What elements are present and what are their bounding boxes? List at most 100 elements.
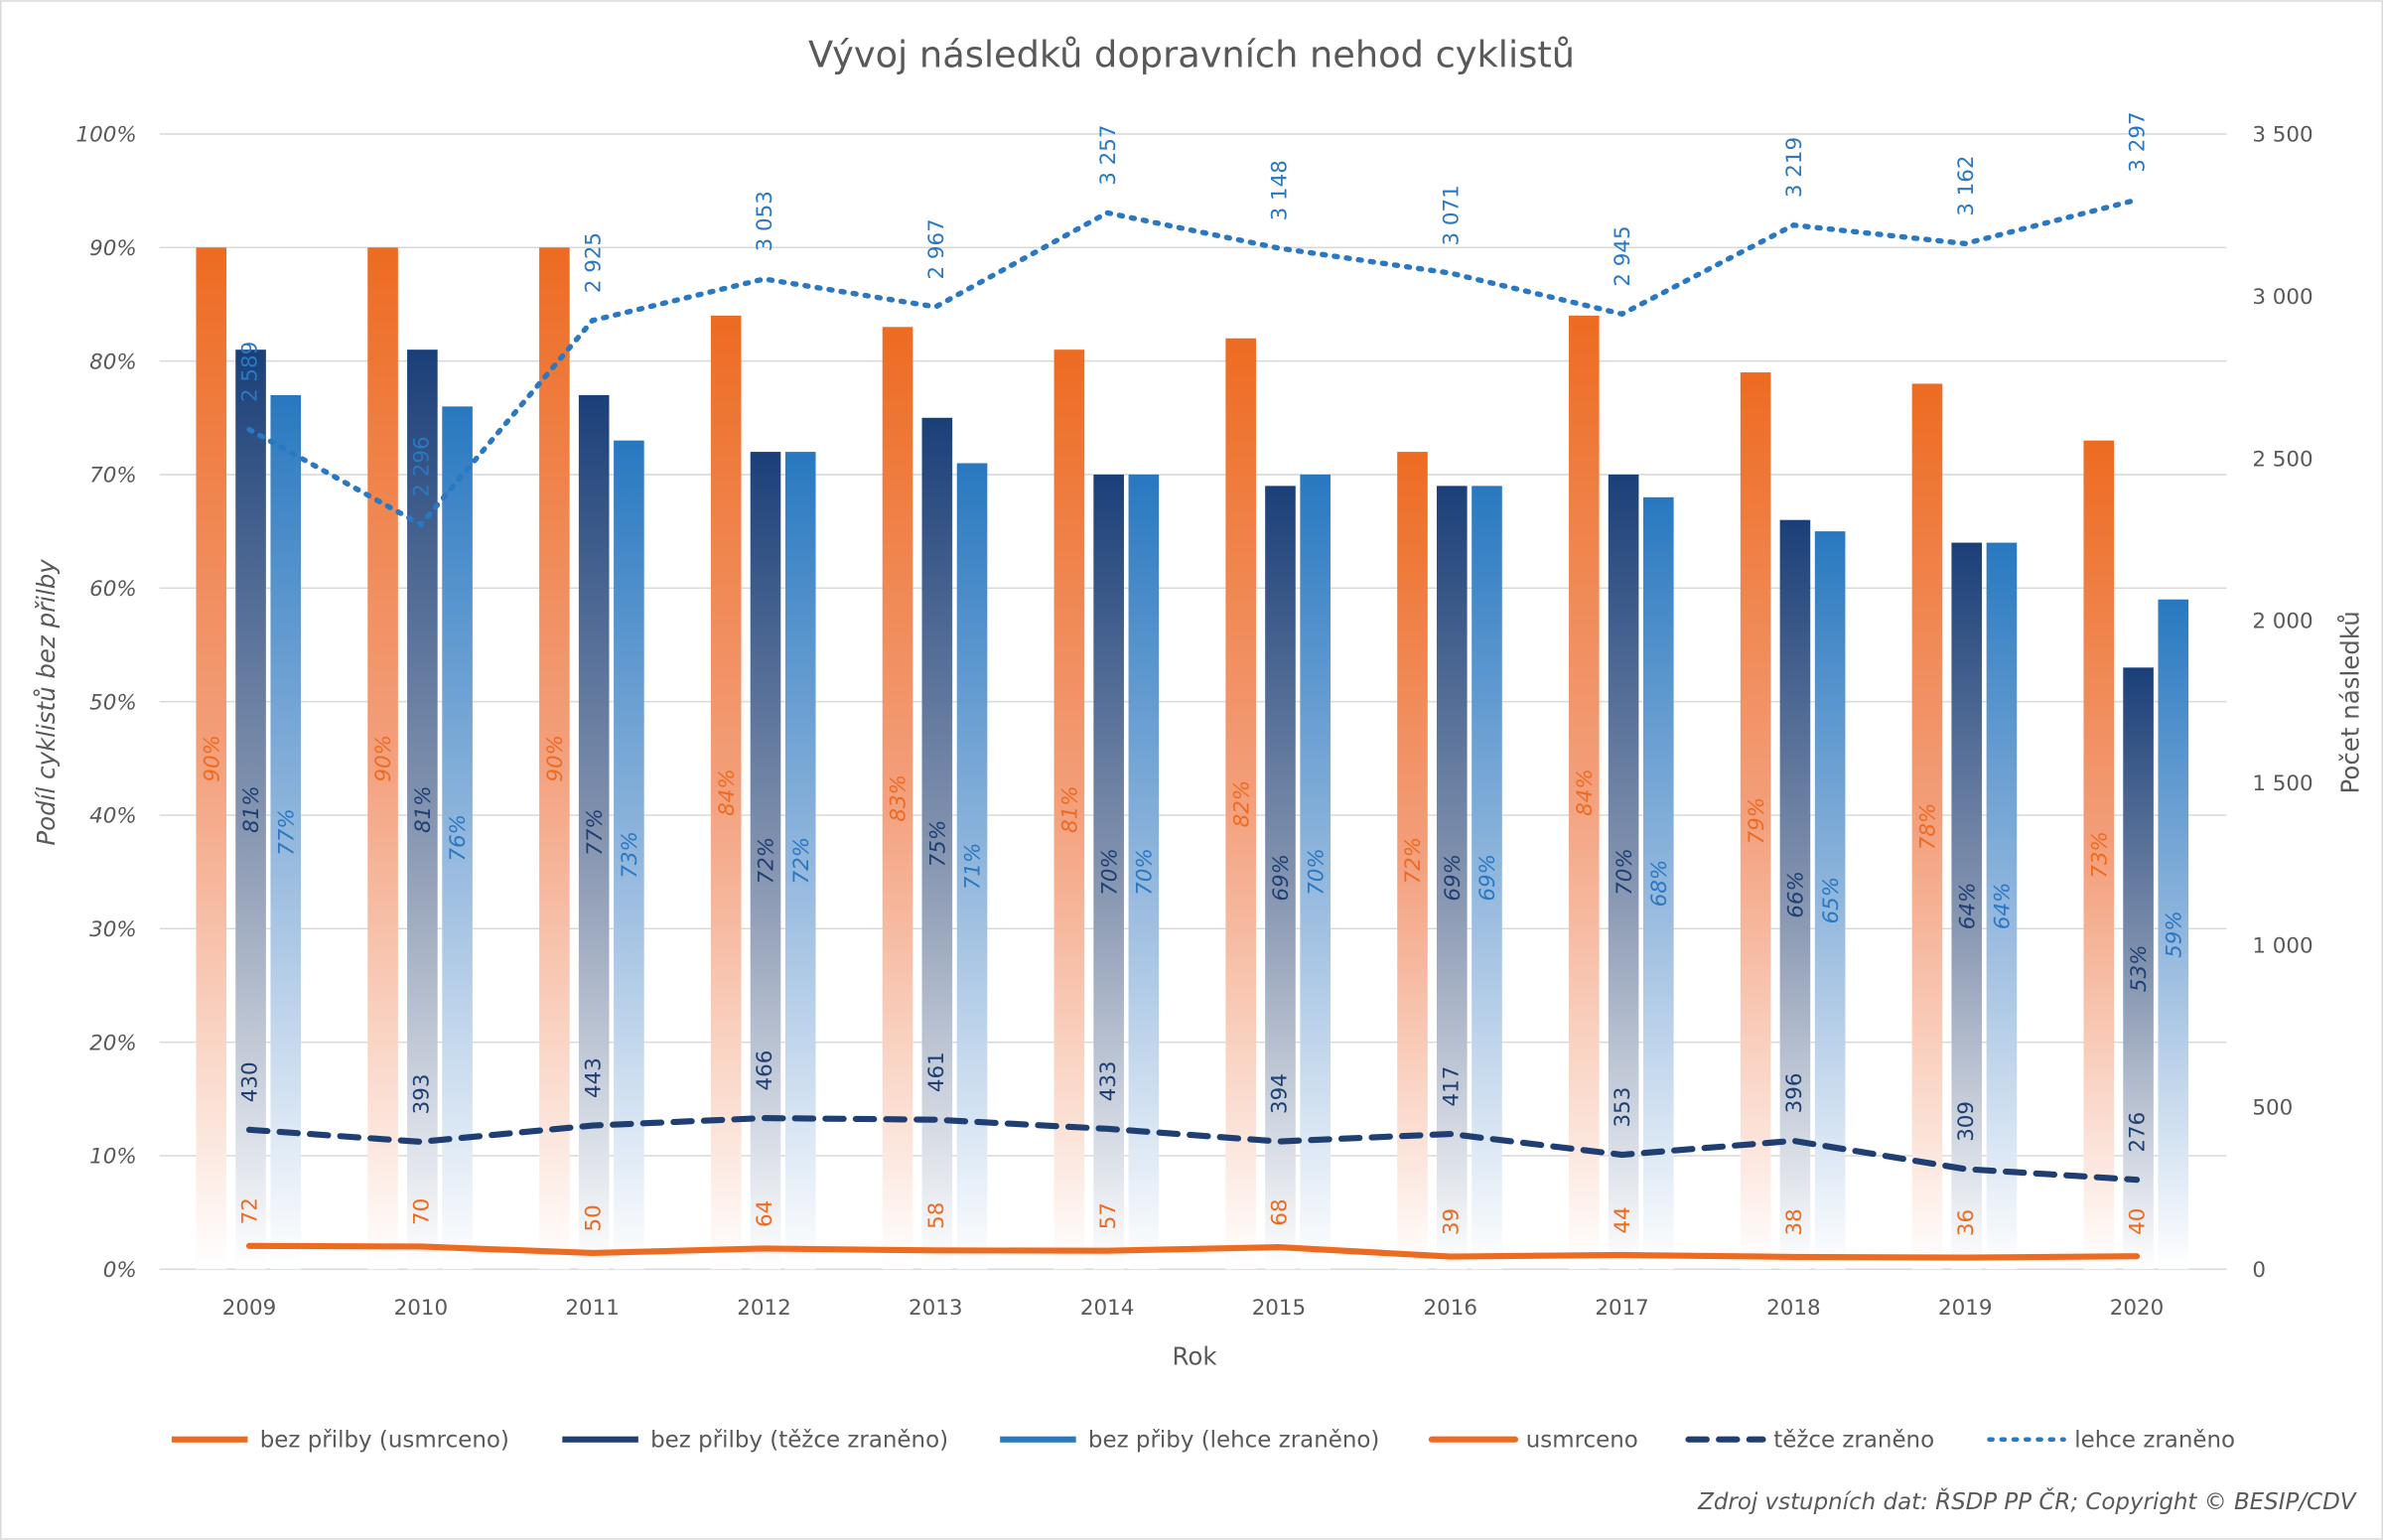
bar-data-label: 77% (274, 808, 299, 856)
bar-data-label: 81% (239, 785, 264, 833)
legend-label: bez přilby (usmrceno) (260, 1427, 509, 1453)
bar-0 (710, 315, 742, 1270)
line-lehce-zraněno (246, 197, 2140, 528)
line-data-label: 39 (1439, 1208, 1464, 1235)
y-tick-label-left: 100% (76, 123, 137, 148)
bar-0 (1225, 338, 1256, 1270)
legend-label: bez přiby (lehce zraněno) (1088, 1427, 1379, 1453)
legend-swatch (1000, 1436, 1076, 1443)
y-tick-label-left: 90% (89, 236, 137, 261)
x-tick-label: 2012 (737, 1296, 790, 1321)
bar-2 (1986, 542, 2018, 1270)
bar-data-label: 72% (755, 837, 779, 885)
data-labels: 90% 90% 90% 84% 83% 81% 82% 72% 84% 79% 78% 73% 81% 8… (200, 111, 2186, 1236)
bar-0 (882, 327, 913, 1270)
bar-0 (2083, 440, 2115, 1270)
line-data-label: 2 925 (581, 232, 606, 293)
y-tick-label-left: 0% (103, 1258, 137, 1283)
bar-data-label: 68% (1647, 860, 1672, 908)
bar-data-label: 70% (1097, 848, 1122, 896)
line-data-label: 393 (409, 1074, 434, 1115)
line-data-label: 417 (1439, 1066, 1464, 1107)
bar-data-label: 72% (1401, 837, 1426, 885)
bar-data-label: 70% (1133, 848, 1158, 896)
legend-label: lehce zraněno (2074, 1427, 2235, 1453)
line-data-label: 3 257 (1096, 124, 1121, 185)
bar-data-label: 83% (887, 774, 911, 822)
bar-1 (2123, 667, 2154, 1270)
bar-data-label: 90% (543, 735, 568, 782)
bar-data-label: 70% (1612, 848, 1637, 896)
bar-1 (921, 417, 953, 1270)
y-tick-label-left: 70% (89, 464, 137, 489)
line-data-label: 64 (753, 1200, 777, 1227)
y-tick-label-left: 50% (89, 690, 137, 715)
source-note: Zdroj vstupních dat: ŘSDP PP ČR; Copyrig… (1697, 1487, 2358, 1515)
x-tick-label: 2017 (1595, 1296, 1648, 1321)
bar-data-label: 76% (446, 814, 471, 862)
y-axis-left-title: Podíl cyklistů bez přilby (32, 559, 61, 846)
y-tick-label-right: 500 (2252, 1096, 2293, 1121)
line-data-label: 443 (581, 1057, 606, 1098)
bar-0 (539, 247, 570, 1270)
bar-1 (407, 350, 438, 1270)
y-tick-label-right: 3 000 (2252, 285, 2313, 310)
y-tick-label-left: 80% (89, 350, 137, 374)
line-data-label: 3 071 (1439, 185, 1464, 245)
line-data-label: 72 (238, 1197, 263, 1224)
bar-data-label: 71% (961, 843, 986, 891)
line-data-label: 38 (1782, 1208, 1807, 1235)
gridlines (159, 133, 2227, 1271)
x-axis-title: Rok (1173, 1342, 1218, 1371)
bar-0 (1740, 372, 1771, 1270)
bar-1 (1608, 474, 1639, 1270)
y-axis-right: 0 500 1 000 1 500 2 000 2 500 3 000 3 500 (2252, 123, 2313, 1283)
bars (196, 247, 2189, 1270)
line-data-label: 433 (1096, 1060, 1121, 1101)
bar-data-label: 64% (1955, 883, 1980, 930)
x-tick-label: 2010 (394, 1296, 448, 1321)
bar-data-label: 69% (1269, 854, 1294, 902)
y-axis-right-title: Počet následků (2336, 611, 2365, 793)
bar-data-label: 69% (1475, 854, 1500, 902)
y-tick-label-left: 40% (89, 804, 137, 829)
bar-data-label: 81% (411, 785, 436, 833)
line-data-label: 3 162 (1954, 156, 1979, 216)
y-tick-label-right: 1 000 (2252, 933, 2313, 958)
y-tick-label-right: 2 000 (2252, 610, 2313, 634)
x-tick-label: 2019 (1938, 1296, 1992, 1321)
bar-data-label: 66% (1784, 871, 1809, 918)
bar-data-label: 79% (1745, 797, 1769, 845)
x-tick-label: 2013 (909, 1296, 962, 1321)
bar-2 (784, 452, 816, 1270)
line-data-label: 309 (1954, 1101, 1979, 1142)
bar-0 (1569, 315, 1600, 1270)
x-axis: 2009 2010 2011 2012 2013 2014 2015 2016 2017 2018… (222, 1296, 2165, 1321)
bar-data-label: 81% (1058, 785, 1083, 833)
legend-label: bez přilby (těžce zraněno) (650, 1427, 948, 1453)
line-data-label: 430 (238, 1061, 263, 1102)
y-tick-label-right: 0 (2252, 1258, 2266, 1283)
x-tick-label: 2020 (2110, 1296, 2164, 1321)
line-data-label: 40 (2126, 1208, 2151, 1235)
bar-1 (750, 452, 781, 1270)
bar-0 (367, 247, 398, 1270)
line-data-label: 70 (409, 1198, 434, 1225)
bar-0 (196, 247, 227, 1270)
legend: bez přilby (usmrceno) bez přilby (těžce z… (171, 1427, 2235, 1453)
line-data-label: 2 967 (924, 218, 949, 279)
x-tick-label: 2009 (222, 1296, 276, 1321)
lines (245, 197, 2141, 1261)
line-data-label: 2 589 (238, 342, 263, 402)
legend-swatch (171, 1436, 248, 1443)
line-data-label: 3 219 (1782, 137, 1807, 198)
chart-title: Vývoj následků dopravních nehod cyklistů (808, 34, 1575, 76)
y-tick-label-right: 1 500 (2252, 771, 2313, 796)
y-tick-label-left: 10% (89, 1145, 137, 1170)
bar-2 (442, 406, 473, 1270)
bar-data-label: 84% (715, 769, 740, 816)
line-data-label: 68 (1268, 1198, 1293, 1225)
bar-1 (1093, 474, 1124, 1270)
bar-data-label: 90% (200, 735, 224, 782)
bar-data-label: 77% (583, 808, 608, 856)
